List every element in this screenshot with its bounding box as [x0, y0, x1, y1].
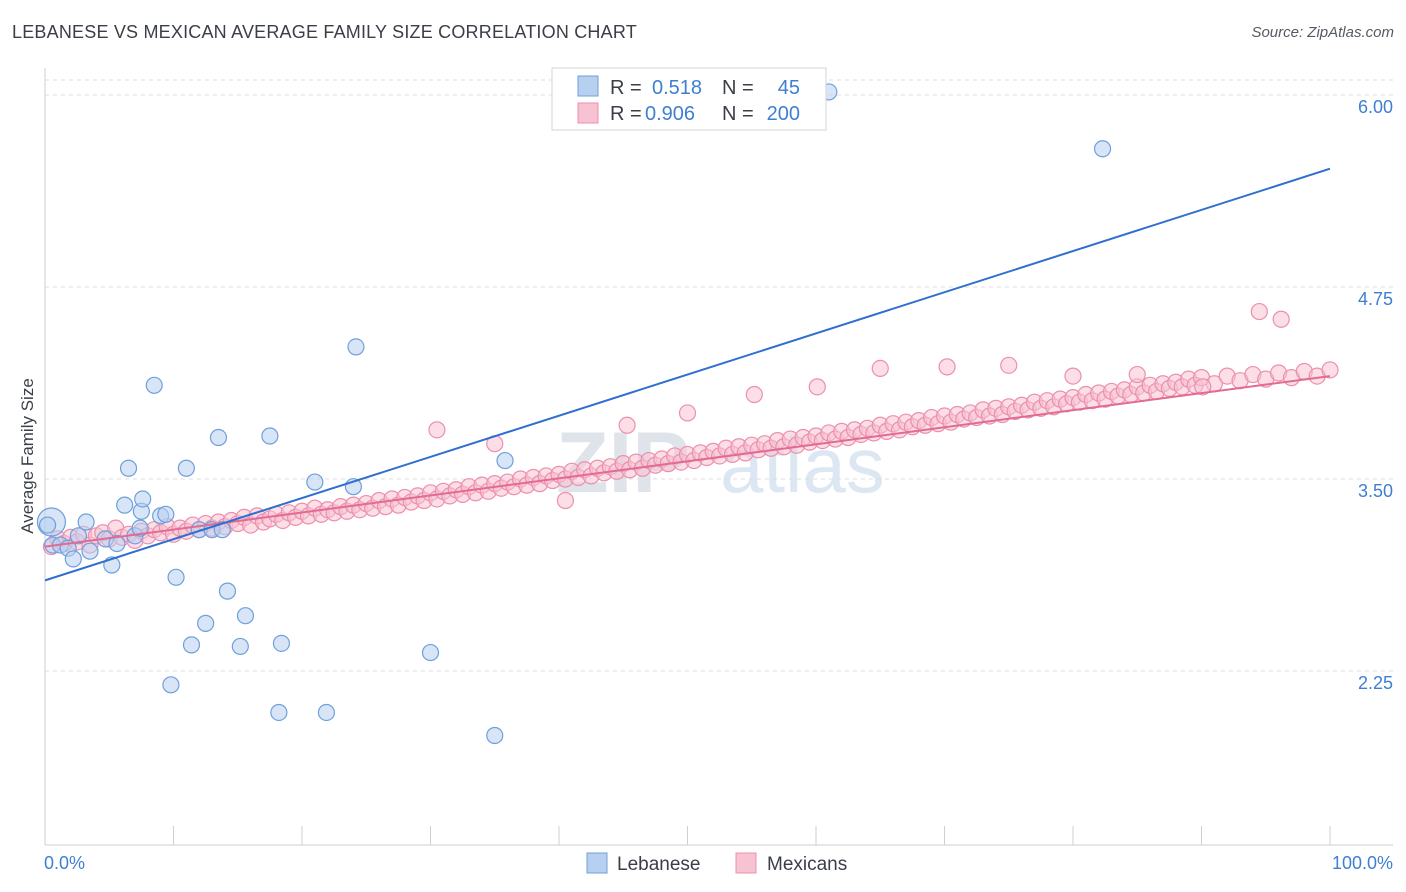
lebanese-point-7	[81, 542, 99, 560]
x-tick-label-100: 100.0%	[1332, 853, 1393, 873]
lebanese-point-16	[134, 490, 152, 508]
series-legend: Lebanese Mexicans	[586, 852, 847, 875]
chart-title: LEBANESE VS MEXICAN AVERAGE FAMILY SIZE …	[12, 22, 637, 42]
lebanese-point-4	[64, 550, 82, 568]
mexicans-point-202	[1194, 378, 1212, 396]
mexicans-point-201	[1128, 365, 1146, 384]
y-tick-labels: 2.25 3.50 4.75 6.00	[1358, 97, 1393, 693]
lebanese-point-11	[116, 496, 134, 514]
legend-n-label-lebanese: N =	[722, 77, 754, 99]
lebanese-point-22	[177, 459, 195, 477]
legend-swatch-lebanese	[577, 75, 599, 97]
bottom-legend-swatch-lebanese	[586, 852, 608, 874]
lebanese-point-12	[119, 459, 138, 477]
mexicans-trend-line	[44, 375, 1331, 548]
lebanese-point-29	[218, 582, 237, 600]
lebanese-point-35	[306, 473, 324, 491]
legend-n-value-mexicans: 200	[767, 103, 800, 125]
legend-r-label-lebanese: R =	[610, 77, 642, 99]
lebanese-point-5	[69, 527, 88, 545]
mexicans-point-194	[678, 404, 697, 422]
mexicans-point-195	[745, 385, 763, 404]
lebanese-point-39	[421, 643, 440, 662]
mexicans-point-189	[1321, 361, 1339, 379]
y-tick-label-1: 3.50	[1358, 481, 1393, 501]
y-axis-title: Average Family Size	[18, 378, 37, 534]
mexicans-point-200	[1064, 367, 1082, 385]
lebanese-point-41	[496, 451, 514, 470]
lebanese-point-38	[347, 338, 365, 356]
lebanese-point-14	[131, 519, 149, 537]
legend-r-label-mexicans: R =	[610, 103, 642, 125]
lebanese-point-33	[270, 703, 288, 722]
lebanese-point-44	[38, 516, 57, 534]
lebanese-point-43	[1093, 140, 1112, 158]
mexicans-point-190	[428, 421, 446, 439]
lebanese-point-32	[261, 427, 279, 445]
bottom-legend-label-lebanese: Lebanese	[617, 854, 700, 875]
lebanese-point-10	[108, 534, 126, 553]
legend-r-value-mexicans: 0.906	[645, 103, 695, 125]
bottom-legend-label-mexicans: Mexicans	[767, 854, 847, 875]
lebanese-points	[36, 83, 1112, 745]
lebanese-point-19	[157, 505, 175, 523]
y-tick-label-2: 4.75	[1358, 289, 1393, 309]
lebanese-point-40	[486, 726, 504, 745]
lebanese-point-36	[317, 703, 336, 722]
lebanese-trend-line	[44, 167, 1331, 582]
x-axis-ticks	[173, 826, 1331, 845]
mexicans-point-193	[618, 416, 636, 434]
x-tick-label-0: 0.0%	[44, 853, 85, 873]
lebanese-point-21	[167, 568, 185, 586]
lebanese-point-25	[197, 614, 215, 632]
legend-r-value-lebanese: 0.518	[652, 77, 702, 99]
lebanese-point-27	[209, 428, 228, 447]
mexicans-point-199	[1000, 356, 1018, 374]
lebanese-point-20	[162, 676, 180, 694]
mexicans-point-204	[1272, 310, 1290, 328]
bottom-legend-swatch-mexicans	[735, 852, 757, 874]
source-label: Source: ZipAtlas.com	[1251, 24, 1394, 41]
mexicans-point-192	[556, 491, 575, 510]
mexicans-point-196	[808, 378, 826, 396]
lebanese-point-34	[272, 634, 291, 652]
mexicans-point-203	[1250, 302, 1268, 321]
lebanese-point-17	[145, 376, 163, 394]
lebanese-point-31	[236, 607, 255, 625]
y-tick-label-3: 6.00	[1358, 97, 1393, 117]
legend-n-value-lebanese: 45	[778, 77, 800, 99]
lebanese-point-23	[182, 636, 201, 654]
mexicans-point-197	[871, 359, 889, 378]
legend-n-label-mexicans: N =	[722, 103, 754, 125]
lebanese-point-30	[231, 637, 249, 656]
mexicans-points	[42, 302, 1339, 556]
mexicans-point-198	[938, 358, 956, 376]
legend-swatch-mexicans	[577, 102, 599, 124]
y-tick-label-0: 2.25	[1358, 673, 1393, 693]
lebanese-point-6	[77, 513, 95, 531]
correlation-legend: R = 0.518 N = 45 R = 0.906 N = 200	[551, 67, 827, 131]
